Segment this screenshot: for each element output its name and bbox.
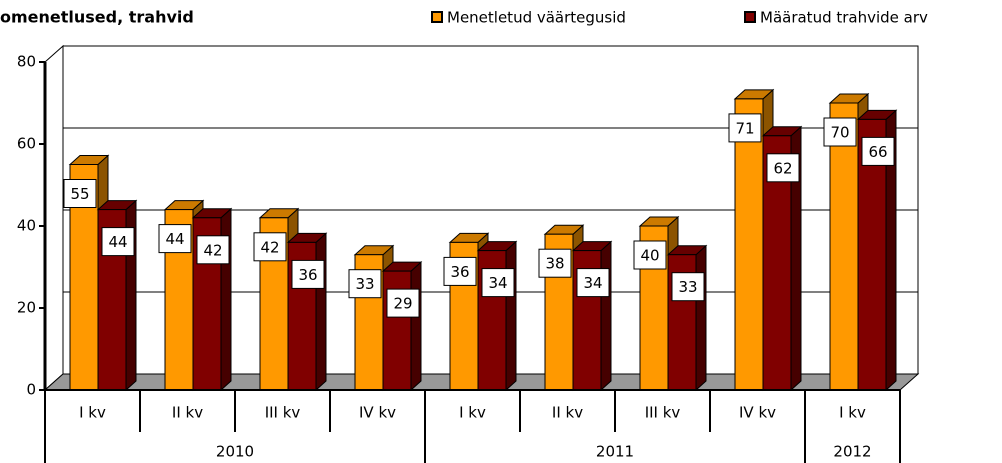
value-label-box [196,235,230,265]
value-label: 42 [260,238,279,256]
value-label-box [861,136,895,166]
value-label: 40 [640,247,659,265]
legend-swatch [744,11,756,23]
value-label-box [443,256,477,286]
group-label: 2010 [216,443,254,461]
value-label: 55 [70,185,89,203]
value-label: 44 [165,230,184,248]
bar-side [505,240,517,392]
value-label: 62 [773,159,792,177]
side-wall [44,44,64,392]
bar-side [695,244,707,392]
value-label-box [348,269,382,299]
bar-side [315,232,327,392]
x-tick-label: IV kv [739,404,776,422]
x-tick-label: I kv [839,404,866,422]
bar-side [600,240,612,392]
value-label: 34 [583,274,602,292]
value-label: 70 [830,124,849,142]
x-tick-label: II kv [552,404,583,422]
value-label: 38 [545,255,564,273]
value-label-box [728,113,762,143]
value-label-box [291,259,325,289]
value-label: 66 [868,143,887,161]
group-label: 2011 [596,443,634,461]
value-label: 33 [678,278,697,296]
value-label-box [671,272,705,302]
value-label-box [101,227,135,257]
value-label: 36 [298,266,317,284]
value-label: 71 [735,119,754,137]
y-tick-label: 60 [17,135,36,153]
legend-swatch [431,11,443,23]
bar [734,98,764,391]
bar-side [410,260,422,392]
y-tick-label: 80 [17,53,36,71]
value-label-box [158,224,192,254]
value-label-box [63,179,97,208]
value-label-box [386,288,420,318]
x-tick-label: I kv [79,404,106,422]
y-tick-label: 20 [17,299,36,317]
x-tick-label: II kv [172,404,203,422]
legend-label: Menetletud väärtegusid [447,9,626,27]
x-tick-label: III kv [645,404,681,422]
value-label: 36 [450,263,469,281]
legend-label: Määratud trahvide arv [760,9,928,27]
chart-title: omenetlused, trahvid [0,8,194,27]
y-tick-label: 40 [17,217,36,235]
value-label-box [481,268,515,298]
value-label: 29 [393,295,412,313]
value-label: 33 [355,275,374,293]
value-label-box [766,153,800,183]
value-label-box [823,117,857,147]
value-label: 34 [488,274,507,292]
value-label: 44 [108,233,127,251]
x-tick-label: IV kv [359,404,396,422]
value-label-box [253,232,287,262]
value-label-box [576,268,610,298]
value-label-box [538,248,572,278]
group-label: 2012 [833,443,871,461]
y-tick-label: 0 [26,381,36,399]
x-tick-label: I kv [459,404,486,422]
value-label-box [633,240,667,270]
x-tick-label: III kv [265,404,301,422]
value-label: 42 [203,241,222,259]
